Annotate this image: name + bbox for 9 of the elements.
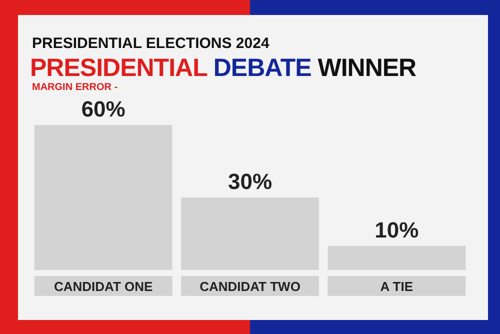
chart-title: PRESIDENTIAL DEBATE WINNER (30, 54, 416, 82)
x-tick-label: A TIE (380, 279, 414, 294)
data-label: 10% (374, 217, 419, 242)
chart-subtitle: PRESIDENTIAL ELECTIONS 2024 (32, 35, 270, 52)
data-label: 30% (228, 169, 272, 194)
x-tick-label: CANDIDAT TWO (200, 279, 300, 294)
data-label: 60% (81, 96, 126, 122)
text: MARGIN ERROR - (32, 82, 118, 93)
x-tick-label: CANDIDAT ONE (54, 279, 154, 294)
